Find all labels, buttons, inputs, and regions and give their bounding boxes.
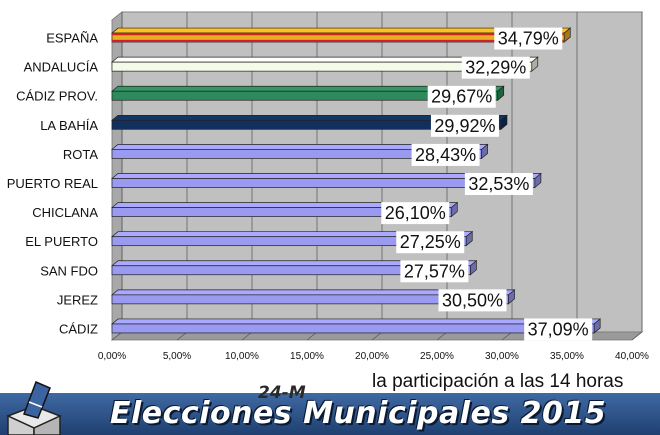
bar bbox=[111, 172, 542, 189]
bar bbox=[111, 289, 516, 305]
svg-text:29,92%: 29,92% bbox=[434, 116, 495, 136]
x-tick-label: 30,00% bbox=[485, 351, 519, 362]
x-tick-label: 35,00% bbox=[550, 351, 584, 362]
data-label: 28,43% bbox=[411, 143, 480, 166]
grid-floor-line bbox=[631, 331, 643, 341]
category-label: EL PUERTO bbox=[25, 234, 98, 249]
title-banner bbox=[0, 393, 660, 435]
bar bbox=[111, 27, 572, 43]
data-label: 34,79% bbox=[494, 27, 563, 50]
bar bbox=[111, 143, 489, 160]
category-label: JEREZ bbox=[57, 292, 98, 307]
svg-text:26,10%: 26,10% bbox=[385, 203, 446, 223]
x-tick-label: 15,00% bbox=[290, 351, 324, 362]
category-label: ESPAÑA bbox=[46, 31, 98, 46]
grid-floor-line bbox=[111, 331, 123, 341]
svg-text:28,43%: 28,43% bbox=[415, 145, 476, 165]
x-tick-labels: 0,00% 5,00% 10,00% 15,00% 20,00% 25,00% 30,00%… bbox=[98, 351, 649, 362]
grid-floor-line bbox=[501, 331, 513, 341]
bar bbox=[111, 318, 602, 334]
category-label: ROTA bbox=[63, 147, 98, 162]
svg-text:27,25%: 27,25% bbox=[400, 232, 461, 252]
svg-text:32,53%: 32,53% bbox=[468, 174, 529, 194]
data-labels: 34,79% 32,29% 29,67% 29,92% 28,43% 32,53% 26,1… bbox=[381, 27, 593, 341]
data-label: 32,29% bbox=[461, 56, 530, 79]
x-tick-label: 25,00% bbox=[420, 351, 454, 362]
data-label: 26,10% bbox=[381, 202, 450, 225]
grid-floor-line bbox=[306, 331, 318, 341]
data-label: 29,92% bbox=[430, 114, 499, 137]
banner-date: 24-M bbox=[258, 383, 306, 403]
ballot-box-icon bbox=[6, 381, 62, 435]
x-tick-label: 0,00% bbox=[98, 351, 126, 362]
bar bbox=[111, 201, 459, 218]
svg-text:29,67%: 29,67% bbox=[431, 87, 492, 107]
category-label: SAN FDO bbox=[40, 263, 98, 278]
grid-floor-line bbox=[241, 331, 253, 341]
svg-text:32,29%: 32,29% bbox=[465, 58, 526, 78]
grid-floor-line bbox=[436, 331, 448, 341]
svg-text:30,50%: 30,50% bbox=[442, 290, 503, 310]
category-label: PUERTO REAL bbox=[7, 176, 98, 191]
category-labels: ESPAÑA ANDALUCÍA CÁDIZ PROV. LA BAHÍA ROTA PU… bbox=[7, 31, 99, 337]
data-label: 29,67% bbox=[427, 85, 496, 108]
bar bbox=[111, 260, 478, 276]
bar-chart: ESPAÑA ANDALUCÍA CÁDIZ PROV. LA BAHÍA ROTA PU… bbox=[7, 11, 649, 362]
svg-text:27,57%: 27,57% bbox=[404, 261, 465, 281]
x-tick-label: 10,00% bbox=[225, 351, 259, 362]
data-label: 32,53% bbox=[464, 173, 533, 195]
grid-floor-line bbox=[371, 331, 383, 341]
bars bbox=[111, 27, 602, 334]
svg-text:37,09%: 37,09% bbox=[528, 319, 589, 339]
category-label: CHICLANA bbox=[32, 205, 98, 220]
data-label: 27,25% bbox=[396, 231, 465, 254]
data-label: 27,57% bbox=[400, 260, 469, 283]
data-label: 37,09% bbox=[524, 318, 593, 341]
data-label: 30,50% bbox=[438, 289, 507, 312]
category-label: CÁDIZ PROV. bbox=[16, 89, 98, 104]
annotation-text: la participación a las 14 horas bbox=[372, 371, 624, 392]
bar bbox=[111, 85, 505, 101]
svg-text:34,79%: 34,79% bbox=[498, 29, 559, 49]
x-tick-label: 5,00% bbox=[163, 351, 191, 362]
bar bbox=[111, 114, 508, 131]
category-label: ANDALUCÍA bbox=[24, 60, 99, 75]
x-tick-label: 20,00% bbox=[355, 351, 389, 362]
category-label: CÁDIZ bbox=[59, 321, 98, 336]
banner-title: Elecciones Municipales 2015 bbox=[110, 396, 607, 431]
bar bbox=[111, 56, 539, 72]
x-tick-label: 40,00% bbox=[615, 351, 649, 362]
grid-floor-line bbox=[176, 331, 188, 341]
category-label: LA BAHÍA bbox=[40, 118, 98, 133]
bar bbox=[111, 230, 474, 247]
